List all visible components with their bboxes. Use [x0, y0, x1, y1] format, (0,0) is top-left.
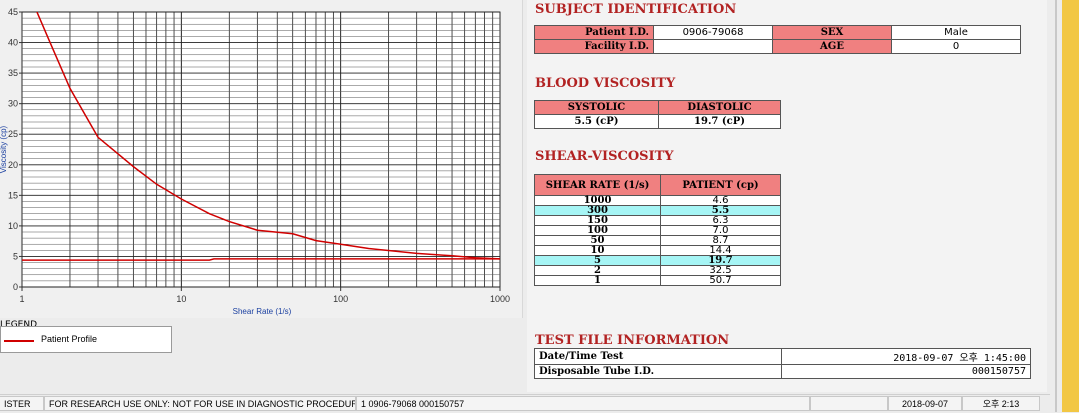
- y-tick-label: 15: [8, 190, 18, 200]
- x-tick-label: 10: [176, 294, 186, 304]
- shear-rate-cell: 100: [534, 225, 661, 236]
- datetime-label: Date/Time Test: [534, 348, 782, 365]
- shear-row: 1 50.7: [534, 275, 781, 286]
- shear-rate-cell: 1000: [534, 195, 661, 206]
- shear-rate-cell: 1: [534, 275, 661, 286]
- age-label: AGE: [772, 39, 892, 54]
- viscosity-chart-panel: 0 5 10 15 20 25 30 35 40 45 1 10 100 1000 Shear Rate (…: [0, 0, 523, 318]
- shear-row: 10 14.4: [534, 245, 781, 256]
- y-tick-label: 45: [8, 7, 18, 17]
- facility-id-value: [653, 39, 773, 54]
- blood-section-title: BLOOD VISCOSITY: [535, 76, 676, 91]
- status-bar: ISTER FOR RESEARCH USE ONLY: NOT FOR USE…: [0, 394, 1050, 413]
- x-tick-label: 1000: [490, 294, 510, 304]
- y-tick-label: 40: [8, 38, 18, 48]
- status-date: 2018-09-07: [888, 396, 962, 411]
- testfile-section-title: TEST FILE INFORMATION: [535, 333, 730, 348]
- patient-id-value: 0906-79068: [653, 25, 773, 40]
- scrollbar-track: [1055, 0, 1057, 412]
- status-record: 1 0906-79068 000150757: [356, 396, 810, 411]
- datetime-value: 2018-09-07 오후 1:45:00: [781, 348, 1031, 365]
- sex-label: SEX: [772, 25, 892, 40]
- subject-section-title: SUBJECT IDENTIFICATION: [535, 2, 737, 17]
- shear-rate-cell: 5: [534, 255, 661, 266]
- shear-row: 1000 4.6: [534, 195, 781, 206]
- y-tick-label: 25: [8, 129, 18, 139]
- shear-table-body: 1000 4.6 300 5.5 150 6.3 100 7.0 50 8.7 10 14.4 5 19.…: [534, 195, 781, 286]
- baseline-series-line: [22, 258, 500, 261]
- desktop-edge: [1062, 0, 1079, 412]
- patient-value-cell: 7.0: [660, 225, 781, 236]
- shear-section-title: SHEAR-VISCOSITY: [535, 149, 674, 164]
- tube-id-value: 000150757: [781, 364, 1031, 379]
- x-tick-label: 100: [333, 294, 348, 304]
- shear-rate-cell: 50: [534, 235, 661, 246]
- shear-row: 50 8.7: [534, 235, 781, 246]
- viscosity-chart: 0 5 10 15 20 25 30 35 40 45 1 10 100 1000 Shear Rate (…: [0, 7, 510, 316]
- systolic-value: 5.5 (cP): [534, 114, 659, 129]
- y-tick-label: 20: [8, 160, 18, 170]
- shear-rate-cell: 150: [534, 215, 661, 226]
- shear-rate-cell: 2: [534, 265, 661, 276]
- age-value: 0: [891, 39, 1021, 54]
- y-tick-label: 0: [13, 282, 18, 292]
- legend-title: LEGEND: [0, 320, 40, 330]
- shear-rate-cell: 10: [534, 245, 661, 256]
- report-panel: SUBJECT IDENTIFICATION Patient I.D. 0906…: [527, 0, 1047, 392]
- shear-row: 2 32.5: [534, 265, 781, 276]
- shear-row: 300 5.5: [534, 205, 781, 216]
- shear-row: 5 19.7: [534, 255, 781, 266]
- y-tick-label: 10: [8, 221, 18, 231]
- status-blank: [810, 396, 888, 411]
- x-axis-label: Shear Rate (1/s): [233, 307, 292, 316]
- patient-value-cell: 4.6: [660, 195, 781, 206]
- y-tick-label: 35: [8, 68, 18, 78]
- y-tick-label: 5: [13, 251, 18, 261]
- y-axis-label: Viscosity (cp): [0, 125, 8, 173]
- facility-id-label: Facility I.D.: [534, 39, 654, 54]
- legend-entry-label: Patient Profile: [41, 334, 98, 344]
- status-time: 오후 2:13: [962, 396, 1040, 411]
- shear-rate-cell: 300: [534, 205, 661, 216]
- systolic-label: SYSTOLIC: [534, 100, 659, 115]
- patient-header: PATIENT (cp): [660, 174, 781, 196]
- shear-viscosity-table: SHEAR RATE (1/s) PATIENT (cp) 1000 4.6 300…: [534, 174, 781, 286]
- plot-area: [21, 11, 501, 288]
- sex-value: Male: [891, 25, 1021, 40]
- legend-swatch: [4, 340, 34, 342]
- patient-id-label: Patient I.D.: [534, 25, 654, 40]
- patient-value-cell: 8.7: [660, 235, 781, 246]
- status-notice: FOR RESEARCH USE ONLY: NOT FOR USE IN DI…: [44, 396, 356, 411]
- tube-id-label: Disposable Tube I.D.: [534, 364, 782, 379]
- shear-rate-header: SHEAR RATE (1/s): [534, 174, 661, 196]
- shear-row: 150 6.3: [534, 215, 781, 226]
- subject-table: Patient I.D. 0906-79068 SEX Male Facilit…: [534, 25, 1021, 54]
- patient-value-cell: 19.7: [660, 255, 781, 266]
- right-scrollbar[interactable]: [1050, 0, 1079, 412]
- patient-value-cell: 32.5: [660, 265, 781, 276]
- diastolic-value: 19.7 (cP): [658, 114, 781, 129]
- x-tick-label: 1: [19, 294, 24, 304]
- legend-box: Patient Profile: [0, 326, 172, 353]
- y-tick-label: 30: [8, 99, 18, 109]
- diastolic-label: DIASTOLIC: [658, 100, 781, 115]
- patient-profile-line: [36, 12, 500, 260]
- patient-value-cell: 14.4: [660, 245, 781, 256]
- testfile-table: Date/Time Test 2018-09-07 오후 1:45:00 Dis…: [534, 348, 1031, 379]
- patient-value-cell: 5.5: [660, 205, 781, 216]
- status-mode: ISTER: [0, 396, 44, 411]
- patient-value-cell: 6.3: [660, 215, 781, 226]
- patient-value-cell: 50.7: [660, 275, 781, 286]
- shear-row: 100 7.0: [534, 225, 781, 236]
- blood-viscosity-table: SYSTOLIC DIASTOLIC 5.5 (cP) 19.7 (cP): [534, 100, 781, 129]
